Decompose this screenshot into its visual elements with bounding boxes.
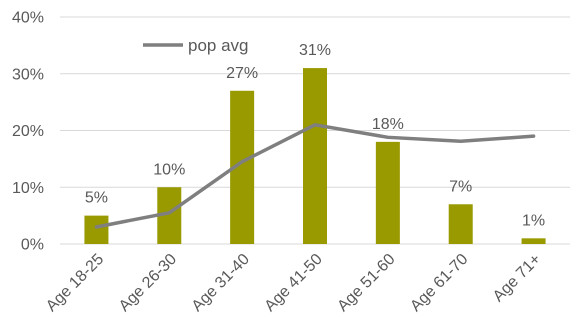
y-tick-label: 40%: [12, 10, 44, 27]
pop-avg-line-series: [94, 123, 536, 229]
bar-data-label: 1%: [522, 212, 545, 229]
bar-data-label: 7%: [449, 178, 472, 195]
bar-data-label: 27%: [226, 65, 258, 82]
bar: [521, 238, 546, 244]
x-tick-label: Age 18-25: [43, 251, 107, 315]
x-tick-label: Age 26-30: [116, 251, 180, 315]
y-tick-label: 20%: [12, 123, 44, 140]
x-tick-label: Age 31-40: [189, 251, 253, 315]
x-axis-tick-labels: Age 18-25 Age 26-30 Age 31-40 Age 41-50 Age …: [43, 251, 544, 315]
bar: [375, 141, 400, 244]
y-tick-label: 10%: [12, 180, 44, 197]
legend: pop avg: [143, 36, 249, 55]
pop-avg-line: [94, 123, 536, 229]
x-tick-label: Age 61-70: [407, 251, 471, 315]
bar-data-labels: 5% 10% 27% 31% 18% 7% 1%: [85, 42, 545, 229]
y-tick-label: 30%: [12, 66, 44, 83]
bar: [448, 204, 473, 244]
bar-data-label: 5%: [85, 190, 108, 207]
bar: [303, 68, 327, 244]
bar-data-label: 18%: [372, 116, 404, 133]
legend-label-pop-avg: pop avg: [188, 36, 249, 55]
bar-data-label: 10%: [153, 161, 185, 178]
y-axis-tick-labels: 0% 10% 20% 30% 40%: [12, 10, 44, 254]
y-tick-label: 0%: [21, 237, 44, 254]
x-tick-label: Age 51-60: [334, 251, 398, 315]
bar-data-label: 31%: [299, 42, 331, 59]
x-tick-label: Age 41-50: [262, 251, 326, 315]
bar: [84, 215, 109, 244]
bar-series: [84, 68, 546, 245]
x-tick-label: Age 71+: [490, 251, 544, 305]
